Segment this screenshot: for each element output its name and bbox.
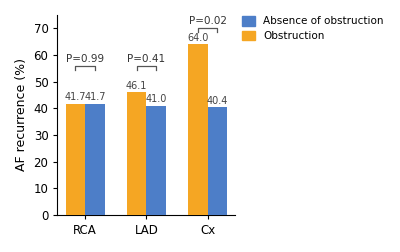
Bar bbox=[208, 107, 227, 215]
Text: 46.1: 46.1 bbox=[126, 81, 147, 91]
Y-axis label: AF recurrence (%): AF recurrence (%) bbox=[15, 58, 28, 172]
Text: 41.0: 41.0 bbox=[146, 94, 167, 104]
Text: P=0.41: P=0.41 bbox=[127, 53, 166, 64]
Bar bbox=[188, 44, 208, 215]
Text: 40.4: 40.4 bbox=[207, 96, 228, 106]
Text: P=0.02: P=0.02 bbox=[189, 16, 227, 26]
Bar bbox=[127, 92, 146, 215]
Bar bbox=[146, 106, 166, 215]
Bar bbox=[85, 104, 105, 215]
Text: 41.7: 41.7 bbox=[64, 92, 86, 103]
Text: P=0.99: P=0.99 bbox=[66, 53, 104, 64]
Legend: Absence of obstruction, Obstruction: Absence of obstruction, Obstruction bbox=[242, 16, 384, 41]
Text: 41.7: 41.7 bbox=[84, 92, 106, 103]
Bar bbox=[66, 104, 85, 215]
Text: 64.0: 64.0 bbox=[187, 33, 208, 43]
